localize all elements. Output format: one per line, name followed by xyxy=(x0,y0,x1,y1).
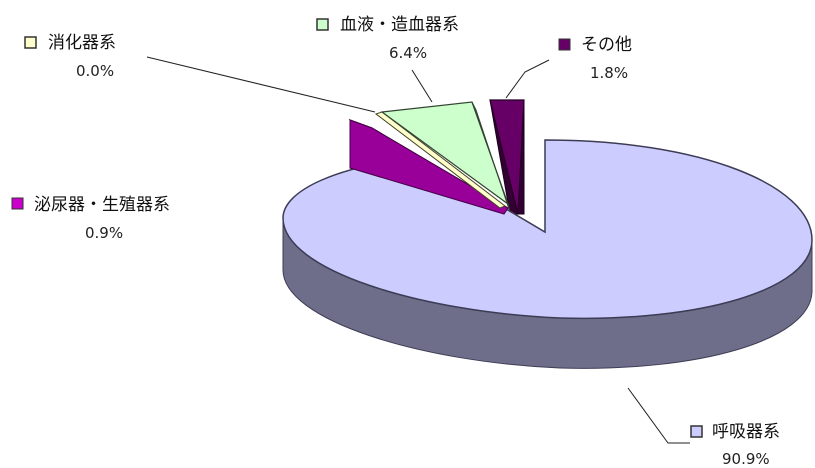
slice-blood-face xyxy=(471,101,511,213)
label-respiratory-name: 呼吸器系 xyxy=(712,422,780,442)
legend-swatch-urogenital xyxy=(11,197,24,210)
legend-swatch-other xyxy=(558,38,571,51)
slice-digestive xyxy=(374,111,507,209)
legend-swatch-digestive xyxy=(24,36,37,49)
leader-line-digestive xyxy=(146,56,376,113)
legend-swatch-respiratory xyxy=(690,425,703,438)
label-blood-value: 6.4% xyxy=(389,44,427,62)
leader-lines xyxy=(146,56,690,444)
label-respiratory-value: 90.9% xyxy=(722,450,770,468)
label-other-name: その他 xyxy=(581,35,632,55)
label-respiratory: 呼吸器系 90.9% xyxy=(690,422,780,468)
label-digestive: 消化器系 0.0% xyxy=(24,33,116,80)
leader-line-respiratory xyxy=(627,387,690,444)
label-blood-name: 血液・造血器系 xyxy=(340,15,459,35)
label-other: その他 1.8% xyxy=(558,35,632,82)
slice-urogenital-face xyxy=(349,119,509,215)
leader-line-blood xyxy=(411,69,433,103)
slice-other xyxy=(489,99,525,215)
label-digestive-value: 0.0% xyxy=(76,62,114,80)
legend-swatch-blood xyxy=(316,18,329,31)
leader-line-other xyxy=(505,59,550,99)
label-urogenital: 泌尿器・生殖器系 0.9% xyxy=(11,195,170,242)
label-other-value: 1.8% xyxy=(590,64,628,82)
label-digestive-name: 消化器系 xyxy=(48,33,116,53)
label-blood: 血液・造血器系 6.4% xyxy=(316,15,459,62)
label-urogenital-name: 泌尿器・生殖器系 xyxy=(34,195,170,215)
label-urogenital-value: 0.9% xyxy=(85,224,123,242)
